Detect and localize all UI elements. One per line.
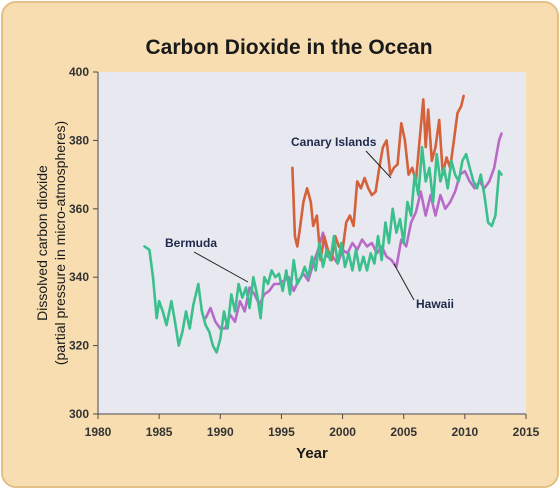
y-tick-label: 300 bbox=[69, 407, 89, 421]
annotation-leader-bermuda bbox=[193, 251, 249, 283]
x-tick-label: 2015 bbox=[513, 425, 540, 439]
series-line-canary-islands bbox=[291, 94, 465, 262]
y-axis-title-line2: (partial pressure in micro-atmospheres) bbox=[52, 121, 68, 365]
chart-title: Carbon Dioxide in the Ocean bbox=[145, 36, 432, 59]
x-axis-title: Year bbox=[296, 445, 328, 462]
x-tick-group: 1980 1985 1990 1995 2000 2005 2010 2015 bbox=[85, 414, 540, 439]
x-tick-label: 1980 bbox=[85, 425, 112, 439]
series-line-hawaii bbox=[204, 132, 503, 330]
x-tick-label: 1990 bbox=[207, 425, 234, 439]
annotation-label-bermuda: Bermuda bbox=[165, 236, 217, 250]
y-tick-label: 340 bbox=[69, 270, 89, 284]
y-tick-label: 380 bbox=[69, 133, 89, 147]
y-tick-label: 320 bbox=[69, 339, 89, 353]
y-axis-title-line1: Dissolved carbon dioxide bbox=[34, 165, 50, 321]
y-tick-group: 300 320 340 360 380 400 bbox=[69, 65, 98, 421]
annotation-group: Bermuda Hawaii Canary Islands bbox=[165, 135, 454, 311]
plot-area bbox=[98, 72, 526, 414]
annotation-leader-hawaii bbox=[393, 263, 415, 301]
annotation-label-canary-islands: Canary Islands bbox=[291, 135, 377, 149]
series-line-bermuda bbox=[143, 145, 503, 354]
y-tick-label: 400 bbox=[69, 65, 89, 79]
annotation-leader-canary-islands bbox=[365, 150, 392, 179]
y-tick-label: 360 bbox=[69, 202, 89, 216]
series-group bbox=[143, 94, 503, 354]
x-tick-label: 2010 bbox=[452, 425, 479, 439]
x-tick-label: 2000 bbox=[329, 425, 356, 439]
x-tick-label: 2005 bbox=[390, 425, 417, 439]
annotation-label-hawaii: Hawaii bbox=[416, 297, 454, 311]
x-tick-label: 1985 bbox=[146, 425, 173, 439]
x-tick-label: 1995 bbox=[268, 425, 295, 439]
